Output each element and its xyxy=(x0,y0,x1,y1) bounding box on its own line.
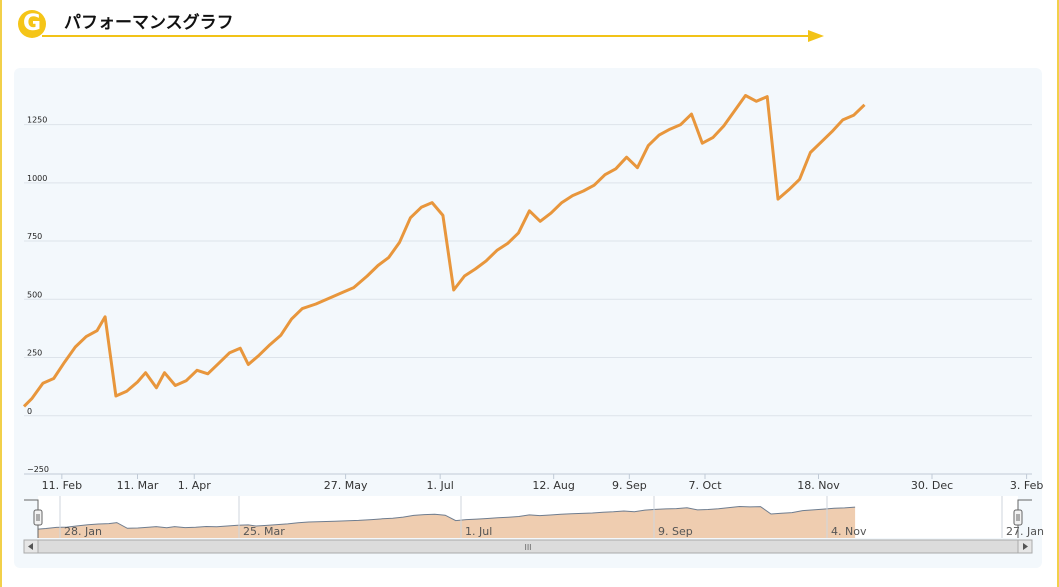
navigator-area xyxy=(38,506,856,538)
navigator-handle-left-icon[interactable] xyxy=(33,509,43,526)
y-tick-label: 1250 xyxy=(27,116,47,125)
page-header: G パフォーマンスグラフ xyxy=(18,6,824,46)
chevron-left-icon xyxy=(28,543,33,550)
grid-lines xyxy=(24,124,1032,475)
x-tick-label: 7. Oct xyxy=(689,479,723,492)
y-axis-labels: −250 0 250 500 750 1000 1250 xyxy=(27,116,49,474)
x-tick-label: 1. Apr xyxy=(178,479,211,492)
y-tick-label: 500 xyxy=(27,290,42,299)
navigator-label: 4. Nov xyxy=(831,525,867,538)
y-tick-label: −250 xyxy=(27,465,49,474)
arrow-head-icon xyxy=(808,30,824,42)
navigator-label: 28. Jan xyxy=(64,525,102,538)
navigator-label: 1. Jul xyxy=(465,525,492,538)
x-tick-label: 30. Dec xyxy=(911,479,953,492)
navigator-label: 9. Sep xyxy=(658,525,693,538)
series-line xyxy=(22,94,866,408)
g-logo-icon: G xyxy=(18,10,46,38)
chart-panel xyxy=(14,68,1042,568)
navigator-label: 27. Jan xyxy=(1006,525,1044,538)
series-layer xyxy=(22,94,866,408)
x-tick-label: 11. Mar xyxy=(117,479,159,492)
left-frame-border xyxy=(0,0,2,587)
navigator: 28. Jan 25. Mar 1. Jul 9. Sep 4. Nov 27. Jan xyxy=(24,496,1044,538)
x-tick-label: 12. Aug xyxy=(532,479,574,492)
right-frame-border xyxy=(1057,0,1059,587)
navigator-handle-right-icon[interactable] xyxy=(1013,509,1023,526)
x-tick-label: 27. May xyxy=(324,479,368,492)
x-tick-label: 11. Feb xyxy=(42,479,82,492)
scrollbar-grip-icon: III xyxy=(524,543,531,552)
x-tick-label: 9. Sep xyxy=(612,479,647,492)
y-tick-label: 250 xyxy=(27,349,42,358)
x-tick-label: 1. Jul xyxy=(427,479,454,492)
x-tick-label: 18. Nov xyxy=(797,479,840,492)
title-underline-arrow xyxy=(42,35,812,37)
chevron-right-icon xyxy=(1023,543,1028,550)
navigator-label: 25. Mar xyxy=(243,525,285,538)
y-tick-label: 0 xyxy=(27,407,32,416)
y-tick-label: 1000 xyxy=(27,174,47,183)
page-title: パフォーマンスグラフ xyxy=(64,13,234,33)
x-axis-labels: 11. Feb 11. Mar 1. Apr 27. May 1. Jul 12. Aug… xyxy=(42,474,1043,492)
x-tick-label: 3. Feb xyxy=(1010,479,1043,492)
y-tick-label: 750 xyxy=(27,232,42,241)
scrollbar: III xyxy=(23,539,1033,554)
navigator-line xyxy=(37,505,856,530)
